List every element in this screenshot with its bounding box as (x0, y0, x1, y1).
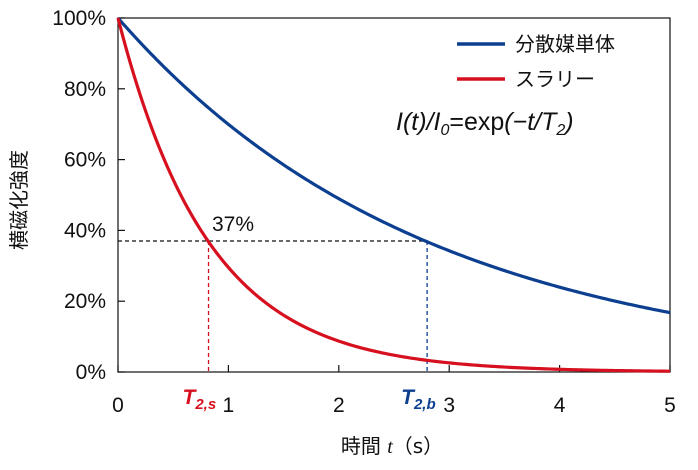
x-tick-label: 4 (554, 394, 566, 417)
reference-lines (118, 240, 428, 372)
legend-label-dispersion: 分散媒単体 (515, 32, 615, 56)
x-tick-label: 5 (664, 394, 676, 417)
plot-frame (117, 17, 671, 373)
y-tick-label: 60% (64, 149, 106, 172)
y-tick-label: 0% (76, 361, 106, 384)
formula-t: (t)/ (403, 108, 437, 136)
y-tick-label: 20% (64, 290, 106, 313)
t2s-label-sub: 2,s (194, 396, 216, 413)
t2b-label: T2,b (401, 386, 436, 413)
series-slurry (116, 17, 671, 373)
x-tick-label: 1 (223, 394, 235, 417)
x-axis-title-var: t (387, 436, 393, 458)
formula-T: T (541, 108, 558, 136)
series-dispersion-medium (116, 16, 671, 315)
formula-sub0: 0 (440, 122, 449, 139)
t2b-label-sub: 2,b (413, 396, 436, 413)
reference-37-label: 37% (212, 213, 254, 236)
y-ticks: 0% 20% 40% 60% 80% 100% (52, 7, 125, 384)
x-ticks: 0 1 2 3 4 5 (112, 365, 676, 417)
formula-I: I (396, 108, 403, 136)
t2s-label: T2,s (183, 386, 217, 413)
legend: 分散媒単体 スラリー (457, 32, 615, 91)
formula-close: ) (562, 108, 573, 136)
t2b-label-main: T (401, 386, 416, 409)
series-layer (116, 16, 671, 373)
x-axis-title: 時間 t（s） (341, 434, 443, 458)
t2s-label-main: T (183, 386, 198, 409)
formula-sub2: 2 (555, 122, 565, 139)
formula-exp: =exp (449, 108, 504, 136)
legend-label-slurry: スラリー (515, 67, 595, 91)
y-tick-label: 40% (64, 219, 106, 242)
y-tick-label: 80% (64, 78, 106, 101)
x-tick-label: 2 (333, 394, 345, 417)
x-axis-title-unit: （s） (393, 434, 443, 458)
formula: I(t)/I0=exp(−t/T2) (396, 108, 574, 139)
y-tick-label: 100% (52, 7, 106, 30)
x-tick-label: 3 (443, 394, 455, 417)
y-axis-title: 横磁化強度 (7, 150, 31, 250)
formula-I0: I (434, 108, 441, 136)
x-tick-label: 0 (112, 394, 124, 417)
formula-neg: (−t/ (504, 108, 544, 136)
x-axis-title-text: 時間 (341, 434, 387, 458)
